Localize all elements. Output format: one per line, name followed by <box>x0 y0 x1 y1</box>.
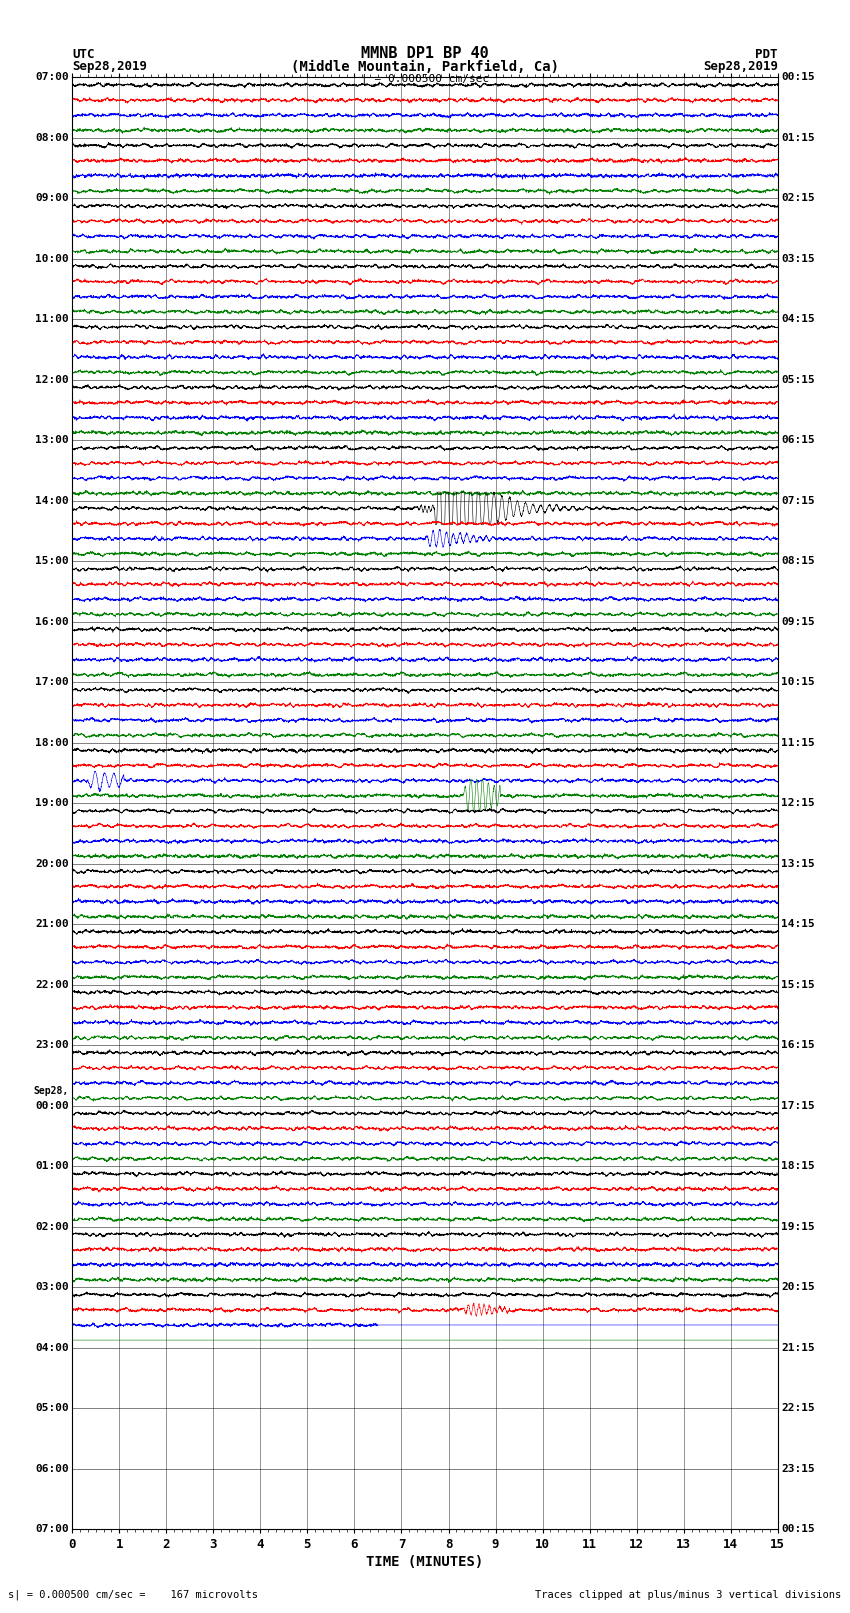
Text: 15:15: 15:15 <box>781 979 815 990</box>
Text: 12:00: 12:00 <box>35 374 69 386</box>
Text: 22:15: 22:15 <box>781 1403 815 1413</box>
Text: 17:15: 17:15 <box>781 1100 815 1111</box>
Text: 16:15: 16:15 <box>781 1040 815 1050</box>
Text: 09:00: 09:00 <box>35 194 69 203</box>
Text: 05:15: 05:15 <box>781 374 815 386</box>
Text: 03:00: 03:00 <box>35 1282 69 1292</box>
Text: 08:00: 08:00 <box>35 132 69 144</box>
Text: 17:00: 17:00 <box>35 677 69 687</box>
X-axis label: TIME (MINUTES): TIME (MINUTES) <box>366 1555 484 1569</box>
Text: 02:00: 02:00 <box>35 1221 69 1232</box>
Text: 12:15: 12:15 <box>781 798 815 808</box>
Text: 20:15: 20:15 <box>781 1282 815 1292</box>
Text: 10:00: 10:00 <box>35 253 69 265</box>
Text: 15:00: 15:00 <box>35 556 69 566</box>
Text: 13:15: 13:15 <box>781 858 815 869</box>
Text: Sep28,2019: Sep28,2019 <box>72 60 147 73</box>
Text: 01:00: 01:00 <box>35 1161 69 1171</box>
Text: 08:15: 08:15 <box>781 556 815 566</box>
Text: PDT: PDT <box>756 48 778 61</box>
Text: 13:00: 13:00 <box>35 436 69 445</box>
Text: 07:00: 07:00 <box>35 1524 69 1534</box>
Text: 00:15: 00:15 <box>781 73 815 82</box>
Text: 14:15: 14:15 <box>781 919 815 929</box>
Text: 20:00: 20:00 <box>35 858 69 869</box>
Text: 01:15: 01:15 <box>781 132 815 144</box>
Text: 14:00: 14:00 <box>35 495 69 506</box>
Text: 19:00: 19:00 <box>35 798 69 808</box>
Text: 22:00: 22:00 <box>35 979 69 990</box>
Text: 18:15: 18:15 <box>781 1161 815 1171</box>
Text: 06:00: 06:00 <box>35 1463 69 1474</box>
Text: 00:00: 00:00 <box>35 1100 69 1111</box>
Text: 11:00: 11:00 <box>35 315 69 324</box>
Text: Sep28,: Sep28, <box>33 1086 69 1095</box>
Text: 05:00: 05:00 <box>35 1403 69 1413</box>
Text: 03:15: 03:15 <box>781 253 815 265</box>
Text: Sep28,2019: Sep28,2019 <box>703 60 778 73</box>
Text: 02:15: 02:15 <box>781 194 815 203</box>
Text: 10:15: 10:15 <box>781 677 815 687</box>
Text: 06:15: 06:15 <box>781 436 815 445</box>
Text: | = 0.000500 cm/sec: | = 0.000500 cm/sec <box>361 73 489 84</box>
Text: 07:15: 07:15 <box>781 495 815 506</box>
Text: UTC: UTC <box>72 48 94 61</box>
Text: 11:15: 11:15 <box>781 737 815 748</box>
Text: Traces clipped at plus/minus 3 vertical divisions: Traces clipped at plus/minus 3 vertical … <box>536 1590 842 1600</box>
Text: MMNB DP1 BP 40: MMNB DP1 BP 40 <box>361 47 489 61</box>
Text: (Middle Mountain, Parkfield, Ca): (Middle Mountain, Parkfield, Ca) <box>291 60 559 74</box>
Text: 18:00: 18:00 <box>35 737 69 748</box>
Text: 21:00: 21:00 <box>35 919 69 929</box>
Text: 04:00: 04:00 <box>35 1342 69 1353</box>
Text: 19:15: 19:15 <box>781 1221 815 1232</box>
Text: 04:15: 04:15 <box>781 315 815 324</box>
Text: 07:00: 07:00 <box>35 73 69 82</box>
Text: 09:15: 09:15 <box>781 616 815 627</box>
Text: 23:15: 23:15 <box>781 1463 815 1474</box>
Text: s| = 0.000500 cm/sec =    167 microvolts: s| = 0.000500 cm/sec = 167 microvolts <box>8 1589 258 1600</box>
Text: 21:15: 21:15 <box>781 1342 815 1353</box>
Text: 16:00: 16:00 <box>35 616 69 627</box>
Text: 23:00: 23:00 <box>35 1040 69 1050</box>
Text: 00:15: 00:15 <box>781 1524 815 1534</box>
